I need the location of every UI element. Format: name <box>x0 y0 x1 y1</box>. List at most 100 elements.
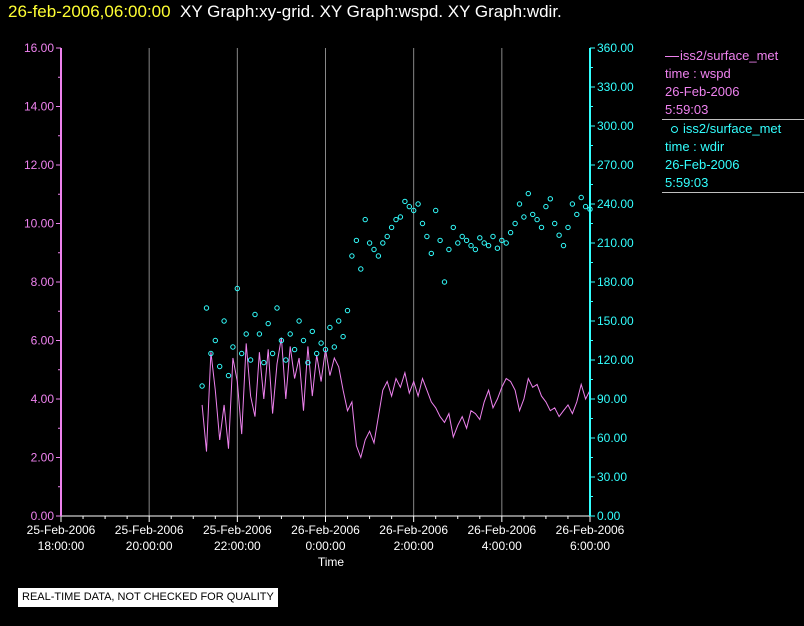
wdir-point <box>309 328 315 335</box>
wdir-point <box>521 214 527 220</box>
wdir-point <box>411 207 417 214</box>
right-y-tick-label: 30.00 <box>597 470 627 484</box>
left-y-tick-label: 0.00 <box>31 509 55 523</box>
left-y-tick-label: 12.00 <box>24 158 54 172</box>
wdir-point <box>265 320 271 327</box>
wdir-point <box>221 318 227 324</box>
legend-wspd-date: 26-Feb-2006 <box>665 84 740 99</box>
left-y-tick-label: 4.00 <box>31 392 55 406</box>
wdir-point <box>336 318 342 324</box>
wdir-point <box>472 246 479 253</box>
x-tick-label: 0:00:00 <box>305 539 345 553</box>
wspd-line <box>201 337 591 460</box>
wdir-point <box>278 337 285 344</box>
legend-wspd-time: 5:59:03 <box>665 102 709 117</box>
wdir-point <box>208 350 214 357</box>
left-y-tick-label: 6.00 <box>31 334 55 348</box>
legend-wspd-series: iss2/surface_met <box>680 48 779 63</box>
wdir-point <box>322 346 329 353</box>
wdir-point <box>371 246 377 253</box>
left-y-tick-label: 14.00 <box>24 100 54 114</box>
x-tick-label: 25-Feb-2006 <box>203 523 272 537</box>
wdir-point <box>199 383 205 389</box>
wdir-point <box>525 190 531 197</box>
wdir-point <box>428 250 434 257</box>
wdir-point <box>331 344 337 350</box>
wdir-point <box>538 224 545 231</box>
left-y-tick-label: 2.00 <box>31 451 55 465</box>
wdir-point <box>256 331 263 337</box>
right-y-tick-label: 90.00 <box>597 392 627 406</box>
left-y-tick-label: 8.00 <box>31 275 55 289</box>
right-y-tick-label: 150.00 <box>597 314 634 328</box>
wdir-point <box>247 357 254 363</box>
wdir-point <box>419 220 426 227</box>
chart-title: 26-feb-2006,06:00:00 XY Graph:xy-grid. X… <box>8 0 562 24</box>
title-datetime: 26-feb-2006,06:00:00 <box>8 2 171 21</box>
wdir-point <box>494 245 501 251</box>
axes: 25-Feb-2006 18:00:00 25-Feb-2006 20:00:00 25… <box>24 41 634 553</box>
wdir-point <box>296 318 302 324</box>
wdir-point <box>477 235 483 241</box>
wdir-point <box>314 350 320 357</box>
wdir-point <box>534 216 540 223</box>
wdir-point <box>239 350 245 357</box>
wspd-series <box>201 337 591 460</box>
wdir-point <box>406 203 412 210</box>
data-quality-notice: REAL-TIME DATA, NOT CHECKED FOR QUALITY <box>18 588 278 607</box>
wdir-point <box>459 233 465 240</box>
wdir-point <box>441 279 448 285</box>
wdir-point <box>327 324 333 331</box>
wdir-point <box>446 246 452 253</box>
wdir-point <box>366 240 373 246</box>
wdir-point <box>481 240 487 246</box>
title-graphs: XY Graph:xy-grid. XY Graph:wspd. XY Grap… <box>180 2 562 21</box>
x-tick-label: 18:00:00 <box>38 539 85 553</box>
wdir-point <box>512 220 518 227</box>
wdir-point <box>384 233 390 240</box>
wdir-point <box>468 242 474 249</box>
wdir-point <box>560 242 567 249</box>
wdir-point <box>362 216 368 223</box>
x-tick-label: 2:00:00 <box>394 539 434 553</box>
right-y-tick-label: 270.00 <box>597 158 634 172</box>
right-y-tick-label: 120.00 <box>597 353 634 367</box>
wdir-point <box>424 233 430 240</box>
wdir-point <box>358 266 364 272</box>
x-tick-label: 26-Feb-2006 <box>556 523 625 537</box>
wdir-point <box>340 333 346 340</box>
wdir-point <box>388 224 395 231</box>
wdir-point <box>490 233 496 240</box>
right-y-tick-label: 330.00 <box>597 80 634 94</box>
wdir-point <box>212 337 219 344</box>
legend-wdir-time: 5:59:03 <box>665 175 709 190</box>
x-tick-label: 20:00:00 <box>126 539 173 553</box>
right-y-tick-label: 60.00 <box>597 431 627 445</box>
wdir-point <box>234 285 241 292</box>
wdir-point <box>530 211 536 218</box>
wdir-point <box>291 346 298 353</box>
wdir-point <box>269 350 276 357</box>
wdir-point <box>230 344 236 350</box>
wdir-point <box>415 201 421 207</box>
wdir-point <box>582 203 589 210</box>
right-y-tick-label: 180.00 <box>597 275 634 289</box>
wdir-point <box>499 237 505 244</box>
legend-wdir-series: iss2/surface_met <box>683 121 782 136</box>
wdir-point <box>225 372 232 379</box>
right-y-tick-label: 240.00 <box>597 197 634 211</box>
left-y-tick-label: 16.00 <box>24 41 54 55</box>
wdir-point <box>274 305 280 311</box>
wdir-point <box>349 253 355 259</box>
wdir-point <box>252 311 258 318</box>
wdir-point <box>485 242 492 249</box>
x-tick-label: 26-Feb-2006 <box>467 523 536 537</box>
wdir-series <box>199 190 593 389</box>
right-y-tick-label: 300.00 <box>597 119 634 133</box>
wdir-point <box>516 201 523 207</box>
wdir-point <box>565 224 571 231</box>
wdir-point <box>380 240 386 246</box>
wdir-point <box>543 203 549 210</box>
wdir-point <box>353 237 360 244</box>
